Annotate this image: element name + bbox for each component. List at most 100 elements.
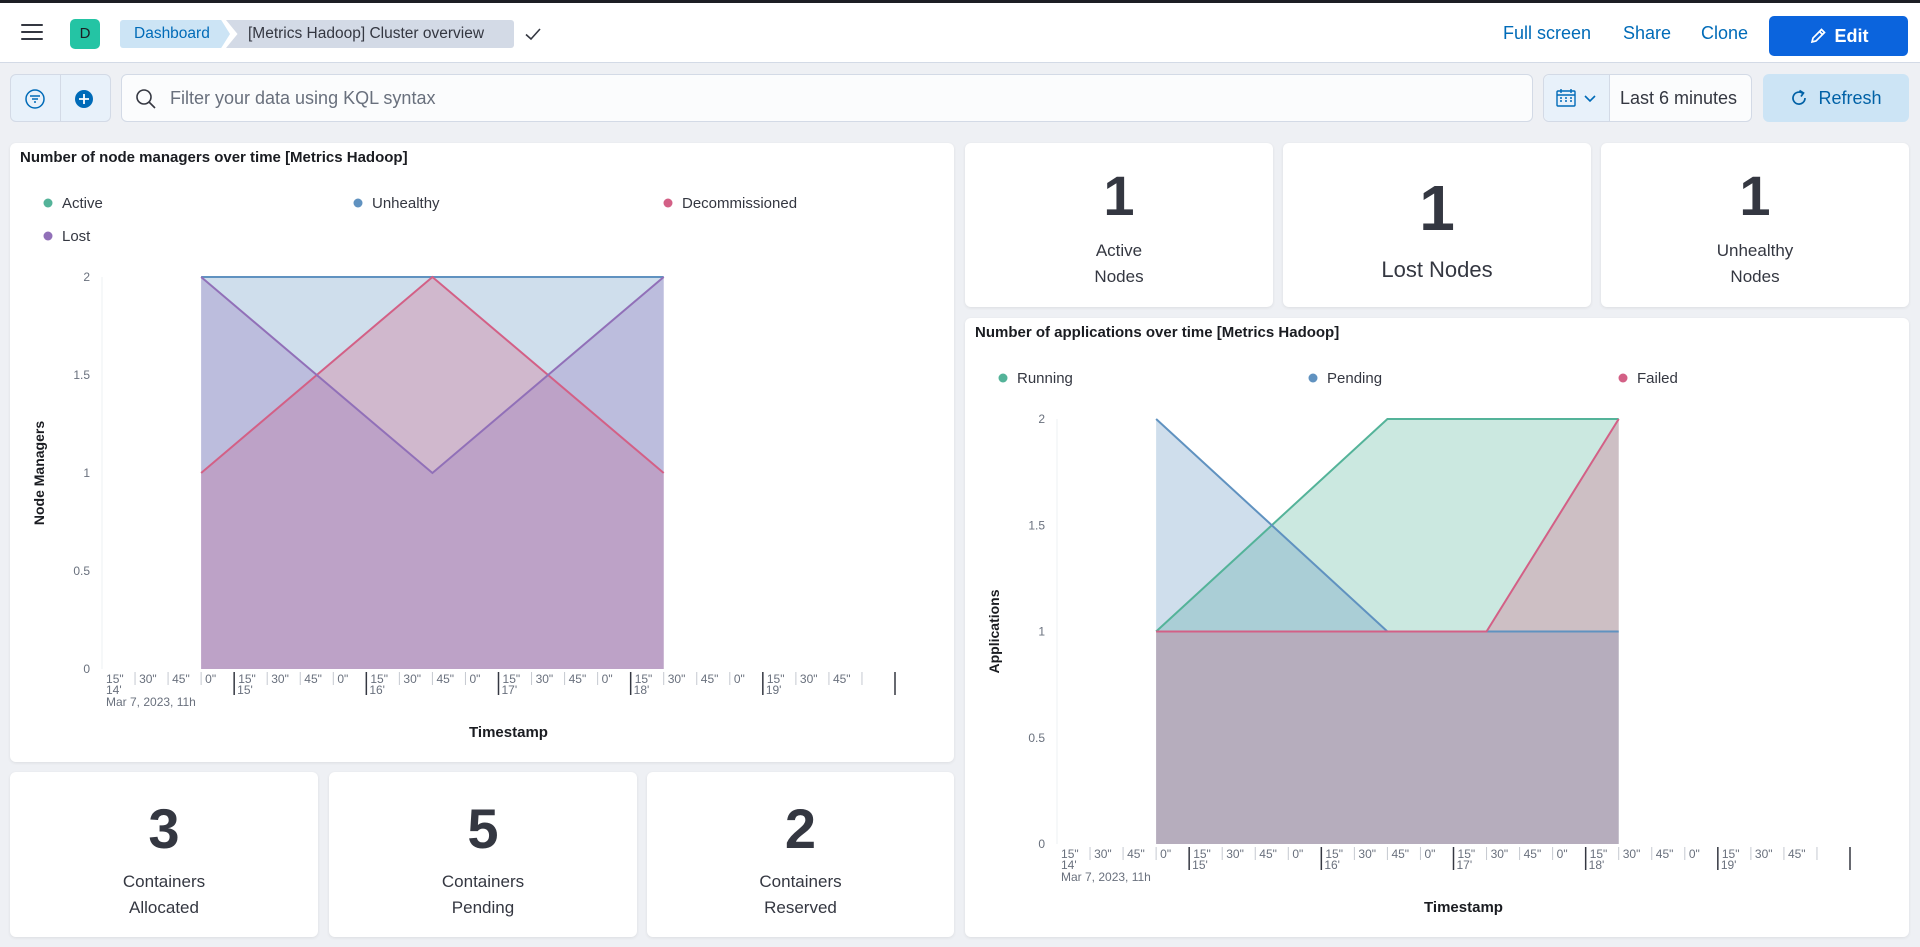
x-tick-label: 30"	[271, 672, 289, 686]
top-header: D Dashboard [Metrics Hadoop] Cluster ove…	[0, 0, 1920, 63]
x-minute-label: 16'	[1324, 858, 1340, 872]
x-tick-label: 30"	[800, 672, 818, 686]
metric-label-line1: Containers	[122, 872, 206, 891]
metric-value: 2	[784, 797, 817, 860]
x-tick-label: 45"	[1391, 847, 1409, 861]
node-managers-chart: Active Unhealthy Decommissioned Lost 0 0.5 1 1.…	[31, 195, 896, 741]
x-tick-label: 45"	[1656, 847, 1674, 861]
x-date-label: Mar 7, 2023, 11h	[1061, 870, 1151, 884]
legend-item: Pending	[1327, 370, 1382, 387]
applications-chart: Running Pending Failed 0 0.5 1 1.5 2 15" 30" 45" 0"…	[986, 370, 1851, 916]
x-minute-label: 15'	[1192, 858, 1208, 872]
metric-value: 3	[148, 797, 180, 860]
chevron-down-icon	[1584, 95, 1596, 103]
edit-label: Edit	[1834, 26, 1869, 46]
applications-panel: Number of applications over time [Metric…	[965, 318, 1909, 937]
check-icon[interactable]	[524, 25, 542, 43]
y-tick-label: 1	[83, 466, 90, 480]
edit-button[interactable]: Edit	[1769, 16, 1908, 56]
metric-lost-nodes: 1 Lost Nodes	[1283, 143, 1591, 307]
y-tick-label: 1	[1038, 625, 1045, 639]
filter-options-icon[interactable]	[24, 88, 46, 110]
x-tick-label: 45"	[1524, 847, 1542, 861]
panel-title: Number of applications over time [Metric…	[975, 324, 1340, 341]
metric-value: 1	[1419, 172, 1455, 244]
x-tick-label: 0"	[1557, 847, 1568, 861]
x-minute-label: 14'	[1061, 858, 1077, 872]
refresh-button[interactable]: Refresh	[1763, 74, 1909, 122]
share-button[interactable]: Share	[1623, 23, 1672, 43]
y-tick-label: 1.5	[73, 368, 90, 382]
legend-swatch	[353, 198, 363, 208]
series-line-lost	[200, 276, 665, 475]
x-tick-label: 30"	[1358, 847, 1376, 861]
legend-swatch	[43, 198, 53, 208]
metric-label-line2: Nodes	[1730, 267, 1780, 286]
menu-icon[interactable]	[21, 24, 43, 42]
x-tick-label: 30"	[1094, 847, 1112, 861]
legend-swatch	[998, 373, 1008, 383]
fullscreen-button[interactable]: Full screen	[1503, 23, 1592, 43]
x-tick-label: 30"	[1226, 847, 1244, 861]
metric-containers-pending: 5 Containers Pending	[329, 772, 637, 937]
kql-search-input[interactable]	[170, 85, 1510, 111]
x-tick-label: 0"	[1689, 847, 1700, 861]
x-tick-label: 30"	[1623, 847, 1641, 861]
x-tick-label: 15"	[1590, 847, 1608, 861]
breadcrumb-current: [Metrics Hadoop] Cluster overview	[226, 20, 514, 48]
x-tick-label: 45"	[569, 672, 587, 686]
x-tick-label: 15"	[370, 672, 388, 686]
metric-label-line1: Containers	[441, 872, 525, 891]
x-minute-label: 18'	[1589, 858, 1605, 872]
x-minute-label: 14'	[106, 683, 122, 697]
y-tick-label: 2	[83, 270, 90, 284]
refresh-icon	[1792, 89, 1807, 105]
calendar-icon	[1556, 89, 1576, 107]
refresh-label: Refresh	[1818, 88, 1882, 108]
clone-button[interactable]: Clone	[1701, 23, 1749, 43]
x-tick-label: 45"	[172, 672, 190, 686]
add-filter-icon[interactable]	[73, 88, 95, 110]
legend-swatch	[43, 231, 53, 241]
date-range-label[interactable]: Last 6 minutes	[1620, 88, 1738, 108]
x-tick-label: 45"	[833, 672, 851, 686]
legend-swatch	[1618, 373, 1628, 383]
metric-label-line1: Containers	[759, 872, 842, 891]
x-tick-label: 15"	[767, 672, 785, 686]
x-tick-label: 0"	[470, 672, 481, 686]
x-tick-label: 0"	[1160, 847, 1171, 861]
x-tick-label: 15"	[1722, 847, 1740, 861]
y-axis-title: Node Managers	[31, 421, 47, 525]
x-minute-label: 17'	[1457, 858, 1473, 872]
metric-label-line1: Active	[1095, 241, 1143, 260]
legend-swatch	[1308, 373, 1318, 383]
metric-label-line1: Unhealthy	[1716, 241, 1794, 260]
x-minute-label: 15'	[237, 683, 253, 697]
x-tick-label: 30"	[668, 672, 686, 686]
x-tick-label: 45"	[436, 672, 454, 686]
legend-item: Decommissioned	[682, 195, 797, 212]
metric-label-line1: Lost Nodes	[1381, 257, 1493, 282]
x-tick-label: 45"	[1259, 847, 1277, 861]
pencil-icon	[1810, 28, 1826, 44]
space-avatar[interactable]: D	[70, 19, 100, 49]
x-tick-label: 0"	[337, 672, 348, 686]
metric-value: 1	[1103, 164, 1135, 227]
quick-select-button[interactable]	[1544, 75, 1610, 121]
x-tick-label: 30"	[139, 672, 157, 686]
metric-label-line2: Pending	[451, 898, 515, 917]
legend-item: Lost	[62, 228, 91, 245]
breadcrumb-dashboard[interactable]: Dashboard	[120, 20, 230, 48]
x-tick-label: 45"	[701, 672, 719, 686]
x-tick-label: 0"	[602, 672, 613, 686]
legend-swatch	[663, 198, 673, 208]
x-tick-label: 15"	[106, 672, 124, 686]
legend-item: Running	[1017, 370, 1073, 387]
y-tick-label: 0.5	[1028, 731, 1045, 745]
y-tick-label: 1.5	[1028, 518, 1045, 532]
y-tick-label: 0	[1038, 837, 1045, 851]
metric-label-line2: Allocated	[129, 898, 199, 917]
x-tick-label: 30"	[1491, 847, 1509, 861]
metric-unhealthy-nodes: 1 Unhealthy Nodes	[1601, 143, 1909, 307]
filter-buttons-group	[10, 74, 111, 122]
